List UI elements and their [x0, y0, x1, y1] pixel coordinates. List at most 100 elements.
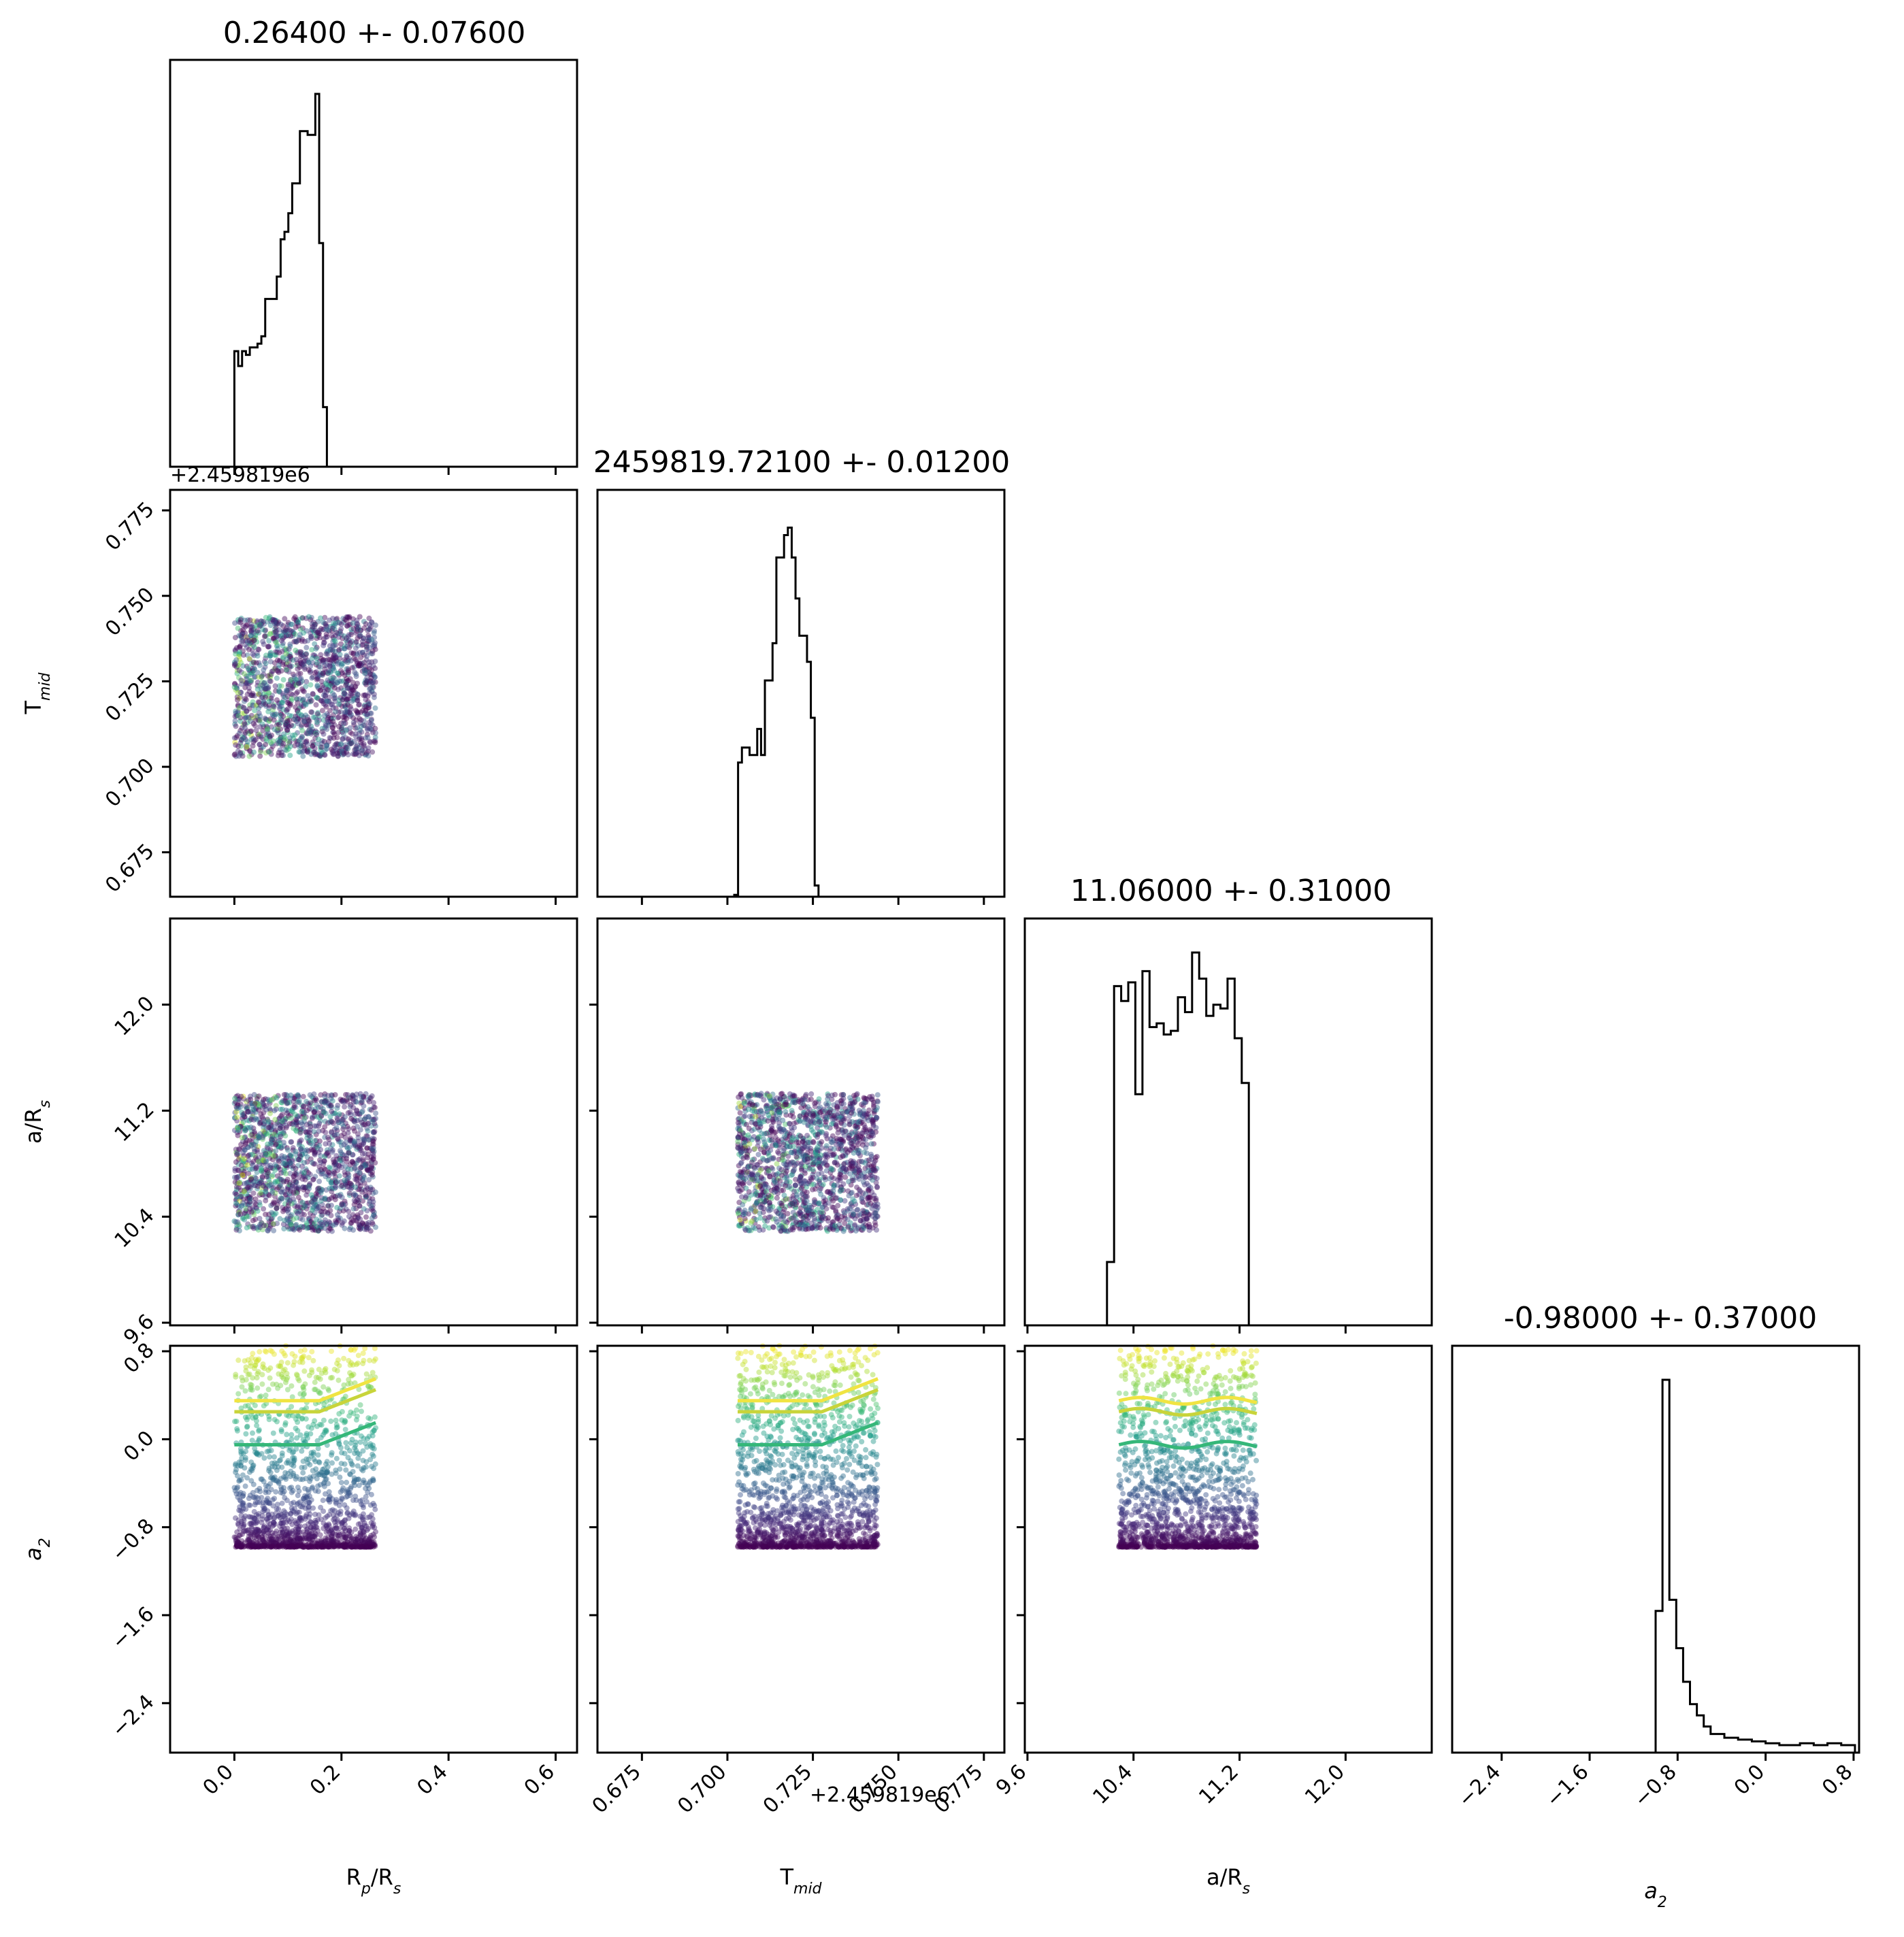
scatter-point: [819, 1139, 825, 1145]
scatter-point: [344, 614, 350, 620]
scatter-point: [265, 673, 271, 679]
scatter-point: [776, 1124, 782, 1130]
scatter-point: [332, 1193, 338, 1199]
scatter-point: [233, 708, 239, 714]
scatter-point: [813, 1159, 819, 1165]
scatter-point: [758, 1174, 764, 1180]
scatter-point: [293, 647, 299, 653]
scatter-point: [823, 1152, 830, 1158]
scatter-point: [304, 1108, 310, 1114]
scatter-point: [774, 1161, 780, 1167]
scatter-point: [301, 661, 307, 667]
histogram-rp: [170, 93, 577, 468]
scatter-point: [320, 627, 326, 633]
scatter-point: [842, 1128, 849, 1134]
scatter-point: [341, 721, 347, 727]
scatter-point: [324, 742, 330, 748]
scatter-point: [330, 623, 336, 629]
scatter-point: [370, 1146, 376, 1152]
scatter-point: [291, 1121, 297, 1127]
scatter-point: [322, 663, 328, 669]
scatter-point: [757, 1146, 764, 1153]
scatter-point: [325, 1203, 331, 1209]
scatter-point: [316, 1163, 323, 1170]
scatter-point: [232, 718, 238, 724]
panel-r3-c0: [169, 1343, 578, 1754]
scatter-point: [342, 709, 348, 715]
scatter-point: [242, 714, 248, 721]
scatter-point: [871, 1104, 876, 1110]
scatter-point: [845, 1224, 851, 1230]
scatter-point: [328, 1212, 334, 1219]
scatter-point: [827, 1190, 833, 1196]
scatter-point: [242, 734, 247, 740]
scatter-point: [793, 1192, 800, 1198]
scatter-point: [306, 667, 312, 673]
scatter-point: [257, 691, 263, 696]
scatter-point: [354, 626, 360, 632]
scatter-point: [815, 1225, 821, 1231]
scatter-point: [852, 1099, 858, 1105]
scatter-point: [781, 1206, 787, 1212]
scatter-point: [239, 638, 245, 644]
scatter-point: [344, 727, 350, 733]
scatter-point: [351, 1191, 357, 1197]
scatter-point: [266, 705, 272, 711]
scatter-point: [242, 1180, 248, 1187]
scatter-point: [236, 667, 242, 674]
scatter-point: [791, 1214, 796, 1221]
scatter-point: [372, 734, 378, 740]
scatter-point: [252, 638, 258, 644]
scatter-point: [263, 1159, 269, 1165]
scatter-point: [278, 1113, 284, 1119]
scatter-point: [857, 1218, 864, 1224]
scatter-point: [325, 1134, 331, 1140]
scatter-point: [810, 1187, 815, 1193]
scatter-point: [779, 1091, 785, 1097]
scatter-point: [827, 1109, 833, 1115]
scatter-point: [316, 1178, 323, 1185]
scatter-point: [242, 729, 248, 735]
scatter-point: [324, 1151, 329, 1157]
scatter-point: [267, 1106, 273, 1112]
scatter-point: [273, 640, 279, 646]
scatter-point: [301, 1170, 307, 1176]
scatter-point: [335, 1136, 341, 1142]
scatter-point: [265, 1146, 271, 1152]
scatter-point: [737, 1217, 743, 1223]
scatter-point: [235, 1219, 241, 1225]
scatter-point: [250, 743, 256, 749]
scatter-point: [259, 682, 265, 689]
scatter-point: [823, 1206, 830, 1212]
scatter-point: [282, 734, 288, 740]
scatter-point: [832, 1091, 838, 1097]
scatter-point: [870, 1131, 876, 1137]
scatter-point: [369, 688, 375, 694]
scatter-point: [874, 1185, 880, 1191]
scatter-point: [318, 615, 323, 621]
scatter-point: [300, 697, 306, 703]
scatter-point: [244, 728, 250, 734]
scatter-point: [346, 1227, 352, 1232]
scatter-point: [850, 1211, 856, 1217]
scatter-point: [871, 1159, 877, 1165]
scatter-point: [331, 1170, 338, 1176]
scatter-point: [256, 1093, 262, 1099]
scatter-point: [808, 1212, 815, 1219]
scatter-point: [257, 753, 263, 759]
scatter-point: [332, 685, 338, 691]
scatter-point: [358, 723, 364, 729]
scatter-point: [292, 1171, 298, 1176]
scatter-point: [738, 1091, 744, 1097]
scatter-point: [270, 1221, 276, 1227]
scatter-point: [293, 624, 299, 630]
scatter-point: [322, 666, 328, 672]
scatter-point: [330, 705, 336, 711]
scatter-point: [314, 684, 321, 689]
scatter-point: [350, 751, 356, 757]
scatter-point: [286, 1198, 293, 1204]
scatter-point: [342, 691, 348, 697]
scatter-point: [289, 1115, 294, 1121]
scatter-point: [758, 1108, 764, 1114]
panel-frame: [596, 489, 1006, 898]
